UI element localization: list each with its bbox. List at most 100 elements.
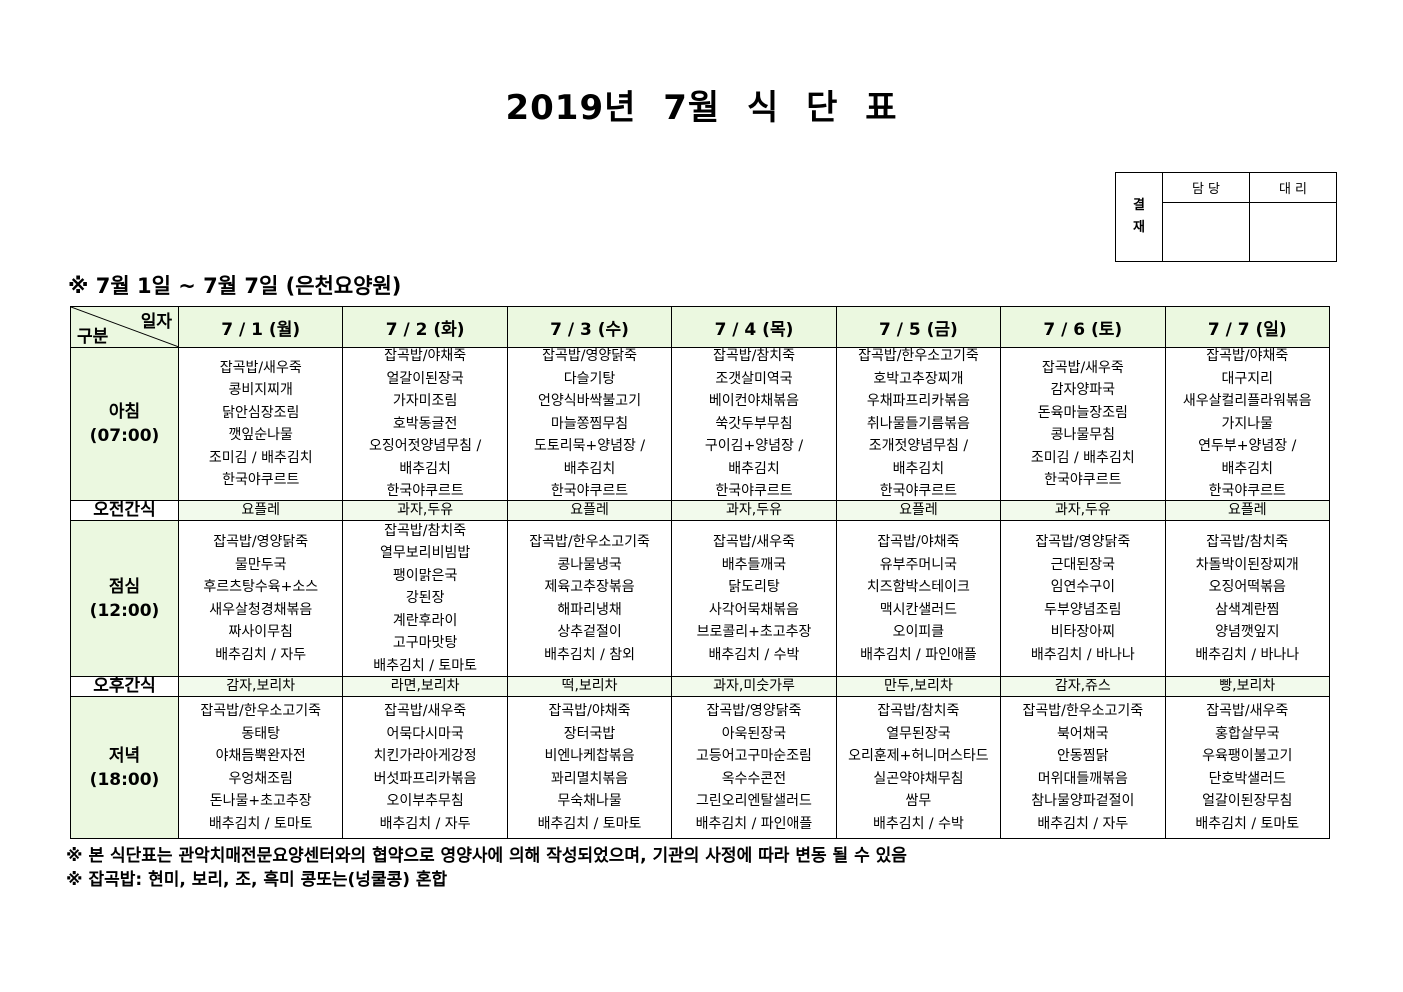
menu-item: 배추김치 / 토마토 xyxy=(537,815,642,832)
menu-item: 잡곡밥/새우죽 xyxy=(712,534,795,550)
menu-item: 고구마맛탕 xyxy=(392,635,458,652)
menu-item: 브로콜리+초고추장 xyxy=(696,624,812,640)
menu-item: 배추김치 xyxy=(1221,460,1274,477)
menu-item: 우육팽이불고기 xyxy=(1202,748,1293,764)
menu-item: 콩비지찌개 xyxy=(228,382,293,398)
menu-item: 열무보리비빔밥 xyxy=(380,545,471,562)
menu-cell: 빵,보리차 xyxy=(1164,676,1331,697)
menu-item: 차돌박이된장찌개 xyxy=(1195,556,1299,573)
menu-item: 한국야쿠르트 xyxy=(386,483,464,500)
menu-item: 연두부+양념장 / xyxy=(1198,438,1297,455)
menu-item: 호박고추장찌개 xyxy=(873,370,964,387)
menu-cell: 잡곡밥/한우소고기죽 동태탕 야채듬뿍완자전 우엉채조림 돈나물+초고추장 배추김치 / … xyxy=(177,696,344,839)
menu-item: 한국야쿠르트 xyxy=(222,472,300,488)
menu-item: 유부주머니국 xyxy=(879,556,958,573)
menu-item: 잡곡밥/참치죽 xyxy=(384,522,467,539)
menu-item: 배추김치 / 토마토 xyxy=(373,657,478,674)
menu-item: 잡곡밥/야채죽 xyxy=(384,348,467,365)
menu-item: 맥시칸샐러드 xyxy=(879,601,958,618)
menu-item: 두부양념조림 xyxy=(1044,601,1122,618)
menu-item: 양념깻잎지 xyxy=(1215,624,1280,640)
menu-item: 오징어젓양념무침 / xyxy=(369,438,482,455)
menu-row-snack: 오전간식 요플레 과자,두유 요플레 과자,두유 요플레 과자,두유 요플레 xyxy=(70,500,1331,521)
menu-item: 잡곡밥/야채죽 xyxy=(548,703,631,719)
approval-col-manager: 담 당 xyxy=(1162,172,1250,203)
menu-item: 닭안심장조림 xyxy=(222,404,300,421)
menu-item: 새우살컬리플라워볶음 xyxy=(1182,393,1312,410)
menu-item: 잡곡밥/영양닭죽 xyxy=(213,534,309,550)
menu-item: 잡곡밥/참치죽 xyxy=(877,703,960,719)
meal-time: (18:00) xyxy=(89,769,160,790)
menu-item: 얼갈이된장국 xyxy=(386,370,464,387)
menu-item: 잡곡밥/한우소고기죽 xyxy=(200,703,322,719)
menu-item: 우채파프리카볶음 xyxy=(866,393,970,410)
menu-item: 잡곡밥/야채죽 xyxy=(877,534,960,550)
menu-item: 잡곡밥/한우소고기죽 xyxy=(858,348,979,365)
menu-item: 배추김치 / 토마토 xyxy=(1195,815,1300,832)
page-title: 2019년 7월 식 단 표 xyxy=(505,88,898,128)
menu-item: 돈나물+초고추장 xyxy=(209,793,312,809)
menu-item: 그린오리엔탈샐러드 xyxy=(696,793,812,809)
period-heading: ※ 7월 1일 ~ 7월 7일 (은천요양원) xyxy=(68,274,402,298)
menu-cell: 잡곡밥/참치죽 열무된장국 오리훈제+허니머스타드 실곤약야채무침 쌈무 배추김치 / 수… xyxy=(835,696,1002,839)
menu-item: 배추들깨국 xyxy=(721,556,787,573)
menu-item: 잡곡밥/영양닭죽 xyxy=(542,348,637,365)
footnotes: ※ 본 식단표는 관악치매전문요양센터와의 협약으로 영양사에 의해 작성되었으… xyxy=(66,844,907,892)
menu-item: 조미김 / 배추김치 xyxy=(208,449,313,466)
menu-cell: 만두,보리차 xyxy=(835,676,1002,697)
menu-cell: 잡곡밥/야채죽 장터국밥 비엔나케찹볶음 꽈리멸치볶음 무숙채나물 배추김치 / 토마토 xyxy=(506,696,673,839)
menu-item: 사각어묵채볶음 xyxy=(708,601,800,618)
menu-item: 한국야쿠르트 xyxy=(550,483,629,500)
menu-item: 구이김+양념장 / xyxy=(704,438,804,455)
day-header: 7 / 7 (일) xyxy=(1164,306,1331,348)
menu-cell: 요플레 xyxy=(177,500,344,521)
menu-item: 단호박샐러드 xyxy=(1208,770,1286,787)
menu-item: 도토리묵+양념장 / xyxy=(534,438,646,455)
menu-item: 강된장 xyxy=(405,590,445,607)
corner-cell: 일자 구분 xyxy=(70,306,179,348)
menu-item: 마늘쫑찜무침 xyxy=(550,415,629,432)
menu-cell: 잡곡밥/참치죽 조갯살미역국 베이컨야채볶음 쑥갓두부무침 구이김+양념장 / 배추김치 한… xyxy=(671,347,837,501)
menu-cell: 잡곡밥/야채죽 유부주머니국 치즈함박스테이크 맥시칸샐러드 오이피클 배추김치 / 파인… xyxy=(835,520,1002,677)
menu-item: 대구지리 xyxy=(1221,370,1274,387)
row-label: 오전간식 xyxy=(70,500,179,521)
menu-cell: 잡곡밥/새우죽 홍합살무국 우육팽이불고기 단호박샐러드 얼갈이된장무침 배추김치 / 토… xyxy=(1164,696,1331,839)
menu-row-snack: 오후간식 감자,보리차 라면,보리차 떡,보리차 과자,미숫가루 만두,보리차 감자,쥬스 빵… xyxy=(70,676,1331,697)
menu-item: 상추겉절이 xyxy=(557,624,622,640)
footnote: ※ 본 식단표는 관악치매전문요양센터와의 협약으로 영양사에 의해 작성되었으… xyxy=(66,846,907,866)
menu-item: 잡곡밥/영양닭죽 xyxy=(706,703,802,719)
menu-cell: 잡곡밥/영양닭죽 물만두국 후르츠탕수육+소스 새우살청경채볶음 짜사이무침 배추김치 /… xyxy=(177,520,344,677)
menu-item: 다슬기탕 xyxy=(563,370,616,387)
menu-cell: 잡곡밥/한우소고기죽 콩나물냉국 제육고추장볶음 해파리냉채 상추겉절이 배추김치 / 참… xyxy=(506,520,673,677)
menu-item: 한국야쿠르트 xyxy=(1208,483,1286,500)
menu-cell: 떡,보리차 xyxy=(506,676,673,697)
meal-name: 오전간식 xyxy=(93,500,156,520)
corner-date-label: 일자 xyxy=(140,312,172,332)
menu-cell: 감자,보리차 xyxy=(177,676,344,697)
menu-item: 꽈리멸치볶음 xyxy=(550,770,629,787)
row-label: 오후간식 xyxy=(70,676,179,697)
menu-item: 고등어고구마순조림 xyxy=(696,748,812,764)
menu-item: 배추김치 / 파인애플 xyxy=(860,646,977,663)
menu-cell: 과자,두유 xyxy=(1000,500,1166,521)
menu-item: 배추김치 / 수박 xyxy=(708,646,800,663)
menu-item: 치킨가라아게강정 xyxy=(373,748,477,764)
menu-item: 깻잎순나물 xyxy=(228,427,293,443)
menu-item: 잡곡밥/새우죽 xyxy=(384,703,467,719)
menu-item: 잡곡밥/한우소고기죽 xyxy=(1022,703,1144,719)
day-header: 7 / 2 (화) xyxy=(342,306,508,348)
menu-item: 언양식바싹불고기 xyxy=(538,393,642,410)
menu-item: 배추김치 / 바나나 xyxy=(1195,646,1300,663)
day-header: 7 / 5 (금) xyxy=(835,306,1002,348)
menu-item: 배추김치 xyxy=(563,460,616,477)
menu-item: 장터국밥 xyxy=(563,725,616,742)
menu-cell: 라면,보리차 xyxy=(342,676,508,697)
menu-cell: 잡곡밥/영양닭죽 아욱된장국 고등어고구마순조림 옥수수콘전 그린오리엔탈샐러드 배추김치… xyxy=(671,696,837,839)
menu-item: 무숙채나물 xyxy=(557,793,622,809)
meal-time: (12:00) xyxy=(89,600,160,621)
menu-item: 잡곡밥/새우죽 xyxy=(1041,359,1124,376)
menu-item: 홍합살무국 xyxy=(1215,725,1280,742)
day-header: 7 / 1 (월) xyxy=(177,306,344,348)
